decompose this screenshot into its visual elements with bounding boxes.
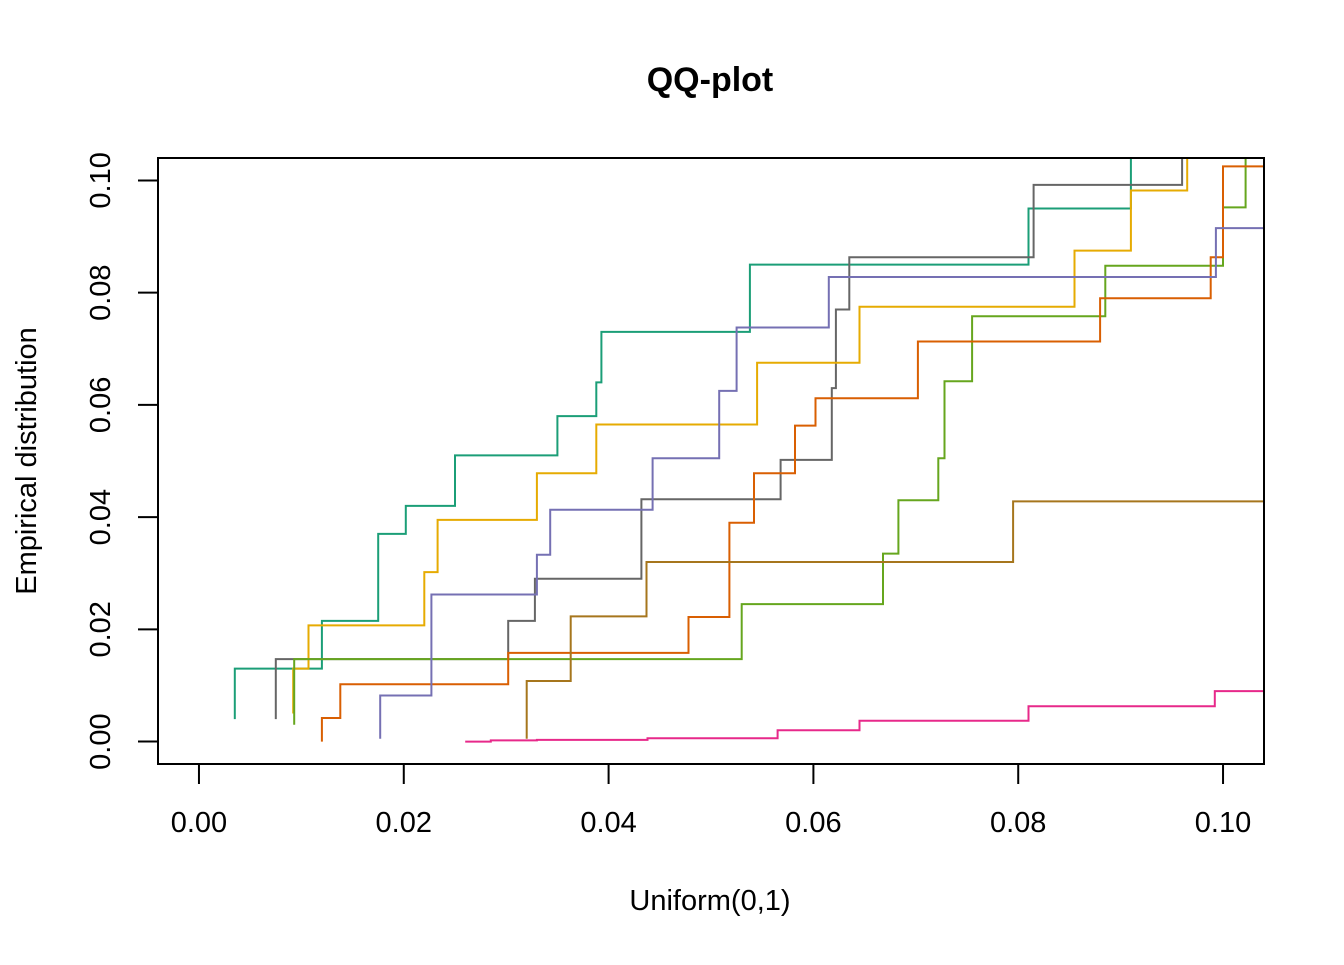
x-tick-label: 0.04 — [580, 807, 636, 839]
x-tick-label: 0.02 — [376, 807, 432, 839]
x-tick-label: 0.00 — [171, 807, 227, 839]
series-line-6 — [379, 227, 1264, 739]
plot-frame — [157, 157, 1265, 765]
x-tick-label: 0.10 — [1195, 807, 1251, 839]
series-line-5 — [320, 165, 1264, 742]
y-tick-label: 0.08 — [85, 264, 117, 320]
x-tick-label: 0.06 — [785, 807, 841, 839]
y-axis: 0.00 0.02 0.04 0.06 0.08 0.10 — [85, 152, 159, 770]
x-tick-label: 0.08 — [990, 807, 1046, 839]
chart-title: QQ-plot — [647, 61, 774, 99]
y-tick-label: 0.06 — [85, 377, 117, 433]
x-axis: 0.00 0.02 0.04 0.06 0.08 0.10 — [171, 763, 1251, 839]
y-axis-label: Empirical distribution — [11, 327, 43, 595]
series-line-8 — [465, 690, 1264, 743]
series-line-4 — [293, 158, 1247, 725]
series-line-7 — [525, 500, 1264, 739]
series-line-1 — [233, 158, 1132, 720]
y-tick-label: 0.04 — [85, 489, 117, 545]
series-line-2 — [274, 158, 1184, 720]
y-tick-label: 0.02 — [85, 601, 117, 657]
x-axis-label: Uniform(0,1) — [629, 885, 790, 917]
y-tick-label: 0.00 — [85, 713, 117, 769]
series-layer — [233, 158, 1264, 743]
y-tick-label: 0.10 — [85, 152, 117, 208]
series-line-3 — [292, 158, 1189, 714]
